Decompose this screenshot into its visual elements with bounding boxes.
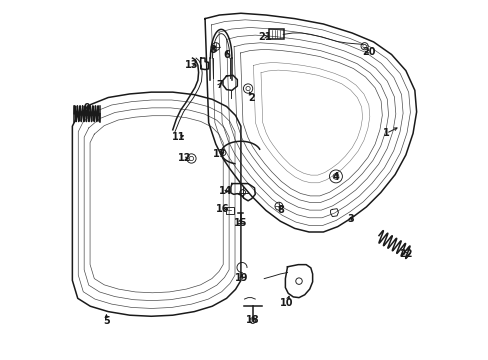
Text: 19: 19 — [234, 273, 247, 283]
Text: 11: 11 — [171, 132, 185, 142]
Text: 2: 2 — [248, 93, 255, 103]
Text: 8: 8 — [277, 205, 284, 215]
Text: 6: 6 — [223, 50, 229, 60]
Text: 9: 9 — [83, 103, 90, 113]
Text: 8: 8 — [209, 45, 216, 55]
FancyBboxPatch shape — [269, 30, 283, 39]
Text: 21: 21 — [258, 32, 271, 41]
Text: 10: 10 — [280, 298, 293, 308]
Text: 13: 13 — [184, 60, 198, 70]
Text: 1: 1 — [382, 129, 389, 138]
Text: 22: 22 — [398, 248, 412, 258]
Text: 5: 5 — [103, 316, 110, 325]
Text: 20: 20 — [362, 46, 375, 57]
Text: 17: 17 — [213, 149, 226, 159]
Text: 16: 16 — [216, 204, 229, 215]
Text: 12: 12 — [177, 153, 191, 163]
Text: 14: 14 — [219, 186, 232, 197]
Text: 3: 3 — [346, 215, 353, 224]
Text: 15: 15 — [233, 218, 246, 228]
FancyBboxPatch shape — [225, 207, 233, 215]
Text: 7: 7 — [216, 80, 223, 90]
Text: 4: 4 — [332, 172, 339, 183]
Text: 18: 18 — [246, 315, 260, 325]
